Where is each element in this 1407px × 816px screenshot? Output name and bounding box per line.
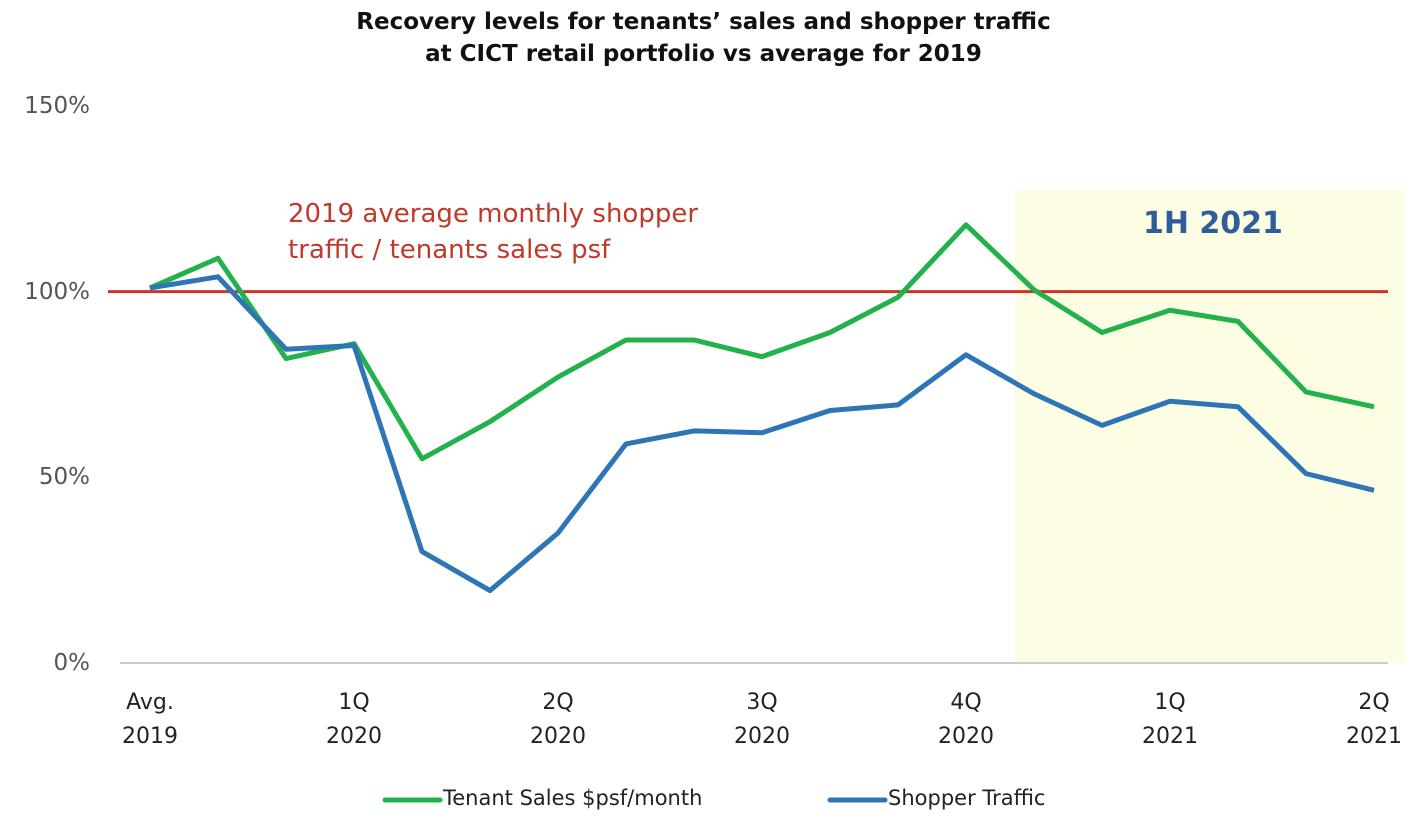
x-tick-label: Avg. 2019 [122, 690, 178, 749]
legend-label: Shopper Traffic [888, 786, 1046, 810]
highlight-region [1015, 190, 1405, 663]
y-tick-label: 150% [24, 93, 90, 119]
y-tick-label: 0% [53, 650, 91, 676]
series-line [149, 274, 1375, 594]
x-tick-label: 2Q 2021 [1346, 690, 1402, 749]
x-tick-label: 4Q 2020 [938, 690, 994, 749]
x-tick-label: 1Q 2020 [326, 690, 382, 749]
y-tick-label: 50% [38, 464, 90, 491]
legend-label: Tenant Sales $psf/month [443, 786, 703, 810]
x-tick-label: 2Q 2020 [530, 690, 586, 749]
x-tick-label: 1Q 2021 [1142, 690, 1198, 749]
reference-label: 2019 average monthly shopper traffic / t… [288, 199, 699, 265]
y-tick-label: 100% [24, 278, 90, 305]
x-tick-label: 3Q 2020 [734, 690, 790, 749]
chart-title: Recovery levels for tenants’ sales and s… [356, 9, 1051, 67]
highlight-label: 1H 2021 [1143, 206, 1283, 241]
